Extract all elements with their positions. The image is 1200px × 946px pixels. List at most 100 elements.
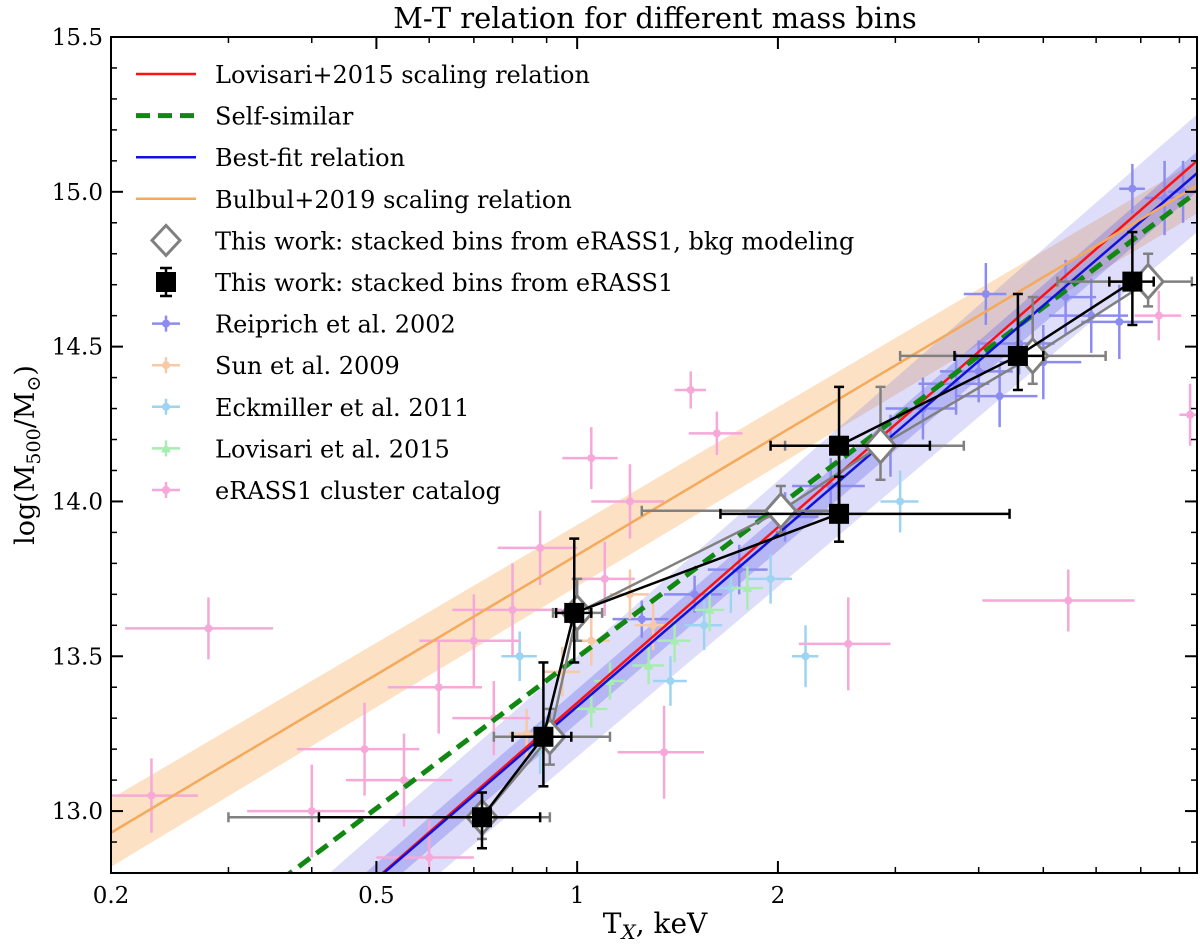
legend-label: This work: stacked bins from eRASS1 (215, 269, 673, 297)
data-point (1128, 184, 1137, 193)
data-point (995, 392, 1004, 401)
legend-circle-swatch (162, 402, 170, 411)
legend-label: Lovisari+2015 scaling relation (215, 61, 590, 89)
legend-item-bulbul-2019-scaling-relation: Bulbul+2019 scaling relation (136, 186, 572, 214)
series-this-work-stacked-bins-from-erass1 (317, 230, 1155, 850)
legend-item-best-fit-relation: Best-fit relation (136, 144, 405, 172)
data-point (700, 621, 709, 630)
data-point (649, 621, 658, 630)
data-point (508, 605, 517, 614)
data-point (515, 652, 524, 661)
data-point (625, 497, 634, 506)
data-point (469, 636, 478, 645)
x-axis-label-sub: X (619, 920, 636, 944)
axis-ticks: 0.2 0.5 1 2 13.0 13.5 14.0 14.5 15.0 15.5 (52, 25, 1197, 909)
data-point (637, 615, 646, 624)
y-axis-label-prefix: log(M (10, 465, 41, 545)
legend-item-lovisari-2015-scaling-relation: Lovisari+2015 scaling relation (136, 61, 590, 89)
y-tick-label: 13.5 (52, 644, 103, 670)
y-axis-label-sub: 500 (23, 428, 45, 464)
data-point (669, 635, 680, 645)
stacked-layer (227, 230, 1194, 850)
data-point (307, 807, 316, 816)
legend-label: Bulbul+2019 scaling relation (215, 186, 572, 214)
data-point (686, 385, 695, 394)
legend-item-this-work-stacked-bins-from-erass1-bkg-modeling: This work: stacked bins from eRASS1, bkg… (149, 223, 854, 258)
data-point (204, 624, 213, 633)
x-axis-label-main: T (603, 907, 622, 940)
y-axis-label-suffix: ) (10, 365, 41, 376)
legend-item-erass1-cluster-catalog: eRASS1 cluster catalog (152, 477, 501, 505)
data-point (1122, 271, 1143, 292)
legend-square-swatch (156, 272, 176, 292)
data-point (425, 853, 434, 862)
legend-label: Lovisari et al. 2015 (215, 435, 450, 463)
data-point (587, 636, 596, 645)
data-point (360, 745, 369, 754)
data-point (434, 683, 443, 692)
data-point (704, 604, 715, 614)
y-tick-label: 15.5 (52, 25, 103, 51)
data-point (801, 652, 810, 661)
legend-item-sun-et-al-2009: Sun et al. 2009 (152, 352, 400, 380)
data-point (742, 583, 753, 593)
y-tick-label: 14.0 (52, 489, 103, 515)
data-point (564, 602, 585, 623)
y-axis-label-mid: /M (10, 392, 41, 429)
data-point (472, 807, 493, 828)
y-axis-label: log(M500/M⊙) (10, 365, 45, 545)
legend-label: Best-fit relation (215, 144, 405, 172)
data-point (1115, 317, 1124, 326)
data-point (600, 574, 609, 583)
data-point (587, 454, 596, 463)
data-point (690, 590, 699, 599)
plot-area (111, 114, 1197, 873)
data-point (763, 491, 798, 531)
plot-frame (110, 36, 1198, 874)
series-lovisari-et-al-2015 (574, 566, 764, 728)
chart-title: M-T relation for different mass bins (393, 1, 917, 35)
series-erass1-cluster-catalog (111, 290, 1197, 873)
y-tick-label: 13.0 (52, 799, 103, 825)
data-point (844, 639, 853, 648)
legend-circle-swatch (162, 319, 170, 328)
relation-lovisari-2015-scaling-relation (380, 159, 1197, 873)
data-point (1007, 345, 1028, 366)
legend-circle-swatch (162, 486, 170, 494)
legend-label: Reiprich et al. 2002 (215, 311, 456, 339)
data-point (586, 703, 597, 713)
legend-label: Eckmiller et al. 2011 (215, 394, 469, 422)
legend-item-reiprich-et-al-2002: Reiprich et al. 2002 (152, 311, 456, 339)
y-tick-label: 14.5 (52, 335, 103, 361)
data-point (981, 289, 990, 298)
legend-item-self-similar: Self-similar (136, 103, 354, 131)
data-point (536, 543, 545, 552)
data-point (1186, 410, 1195, 419)
data-point (666, 677, 675, 686)
bulbul-band (111, 160, 1197, 867)
legend-label: eRASS1 cluster catalog (215, 477, 501, 505)
data-point (533, 726, 554, 747)
data-point (1154, 311, 1163, 320)
legend-label: Sun et al. 2009 (215, 352, 400, 380)
y-axis-label-sub2: ⊙ (23, 376, 45, 392)
legend-triangle-swatch (161, 443, 171, 453)
legend-diamond-swatch (149, 223, 183, 258)
relation-self-similar (286, 189, 1197, 873)
data-point (1064, 596, 1073, 605)
y-tick-label: 15.0 (52, 180, 103, 206)
data-point (712, 429, 721, 438)
x-tick-label: 0.5 (358, 883, 395, 909)
data-point (643, 660, 654, 670)
data-point (660, 748, 669, 757)
legend-item-lovisari-et-al-2015: Lovisari et al. 2015 (152, 435, 450, 463)
legend-circle-swatch (162, 361, 170, 370)
x-tick-label: 0.2 (93, 883, 130, 909)
legend: Lovisari+2015 scaling relation Self-simil… (136, 61, 854, 505)
data-point (147, 791, 156, 800)
x-tick-label: 2 (771, 883, 786, 909)
data-point (399, 776, 408, 785)
data-point (766, 574, 775, 583)
legend-item-this-work-stacked-bins-from-erass1: This work: stacked bins from eRASS1 (156, 266, 673, 298)
